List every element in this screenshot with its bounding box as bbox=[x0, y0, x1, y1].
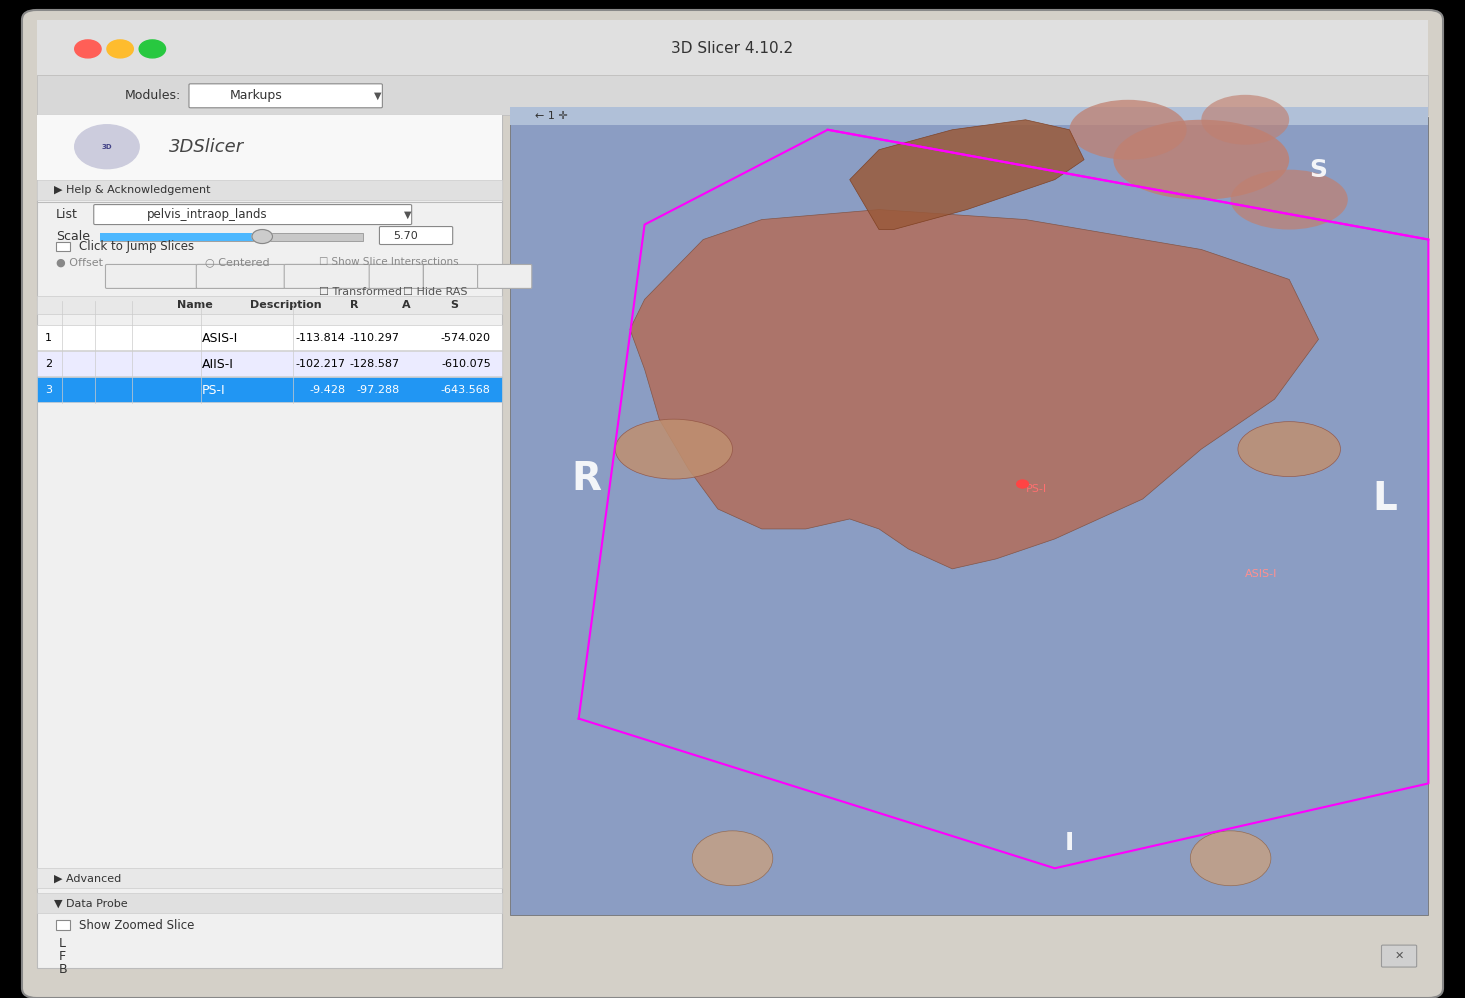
Text: ○ Centered: ○ Centered bbox=[205, 257, 270, 267]
Text: ☐ Transformed: ☐ Transformed bbox=[319, 287, 403, 297]
FancyBboxPatch shape bbox=[105, 264, 262, 288]
Ellipse shape bbox=[1201, 95, 1289, 145]
Text: Scale: Scale bbox=[56, 230, 89, 244]
Text: ASIS-I: ASIS-I bbox=[1245, 569, 1277, 579]
Circle shape bbox=[1017, 480, 1028, 488]
Text: List: List bbox=[56, 208, 78, 222]
Bar bbox=[510, 107, 1428, 125]
Text: PS-I: PS-I bbox=[202, 383, 226, 397]
Text: R: R bbox=[350, 300, 359, 310]
Ellipse shape bbox=[1231, 170, 1348, 230]
Text: ASIS-I: ASIS-I bbox=[202, 331, 239, 345]
Polygon shape bbox=[850, 120, 1084, 230]
FancyBboxPatch shape bbox=[379, 227, 453, 245]
Text: ← 1 ✛: ← 1 ✛ bbox=[535, 111, 567, 121]
Ellipse shape bbox=[691, 830, 774, 886]
Text: ▼: ▼ bbox=[403, 210, 412, 220]
Bar bbox=[37, 115, 502, 968]
FancyBboxPatch shape bbox=[196, 264, 353, 288]
Text: Name: Name bbox=[177, 300, 212, 310]
FancyBboxPatch shape bbox=[22, 10, 1443, 998]
Circle shape bbox=[75, 125, 139, 169]
Text: -574.020: -574.020 bbox=[441, 333, 491, 343]
Text: B: B bbox=[59, 962, 67, 976]
Text: A: A bbox=[401, 300, 410, 310]
Text: ☐ Show Slice Intersections: ☐ Show Slice Intersections bbox=[319, 257, 459, 267]
Text: -102.217: -102.217 bbox=[296, 359, 346, 369]
Bar bbox=[37, 325, 502, 350]
Text: I: I bbox=[1065, 831, 1074, 855]
FancyBboxPatch shape bbox=[478, 264, 532, 288]
Text: S: S bbox=[450, 300, 459, 310]
Text: ☐ Hide RAS: ☐ Hide RAS bbox=[403, 287, 467, 297]
Bar bbox=[37, 296, 502, 314]
Circle shape bbox=[107, 40, 133, 58]
Text: -9.428: -9.428 bbox=[309, 385, 346, 395]
Text: -610.075: -610.075 bbox=[441, 359, 491, 369]
Ellipse shape bbox=[1113, 120, 1289, 200]
Text: ▶ Advanced: ▶ Advanced bbox=[54, 873, 122, 883]
Ellipse shape bbox=[1069, 100, 1187, 160]
Circle shape bbox=[75, 40, 101, 58]
FancyBboxPatch shape bbox=[1381, 945, 1417, 967]
Bar bbox=[37, 180, 502, 200]
Bar bbox=[37, 893, 502, 913]
Text: ▼: ▼ bbox=[374, 91, 382, 101]
Bar bbox=[510, 117, 1428, 915]
Text: pelvis_intraop_lands: pelvis_intraop_lands bbox=[146, 208, 267, 222]
Text: AIIS-I: AIIS-I bbox=[202, 357, 234, 371]
FancyBboxPatch shape bbox=[94, 205, 412, 225]
Text: ▶ Help & Acknowledgement: ▶ Help & Acknowledgement bbox=[54, 185, 211, 195]
Text: F: F bbox=[59, 949, 66, 963]
Text: -128.587: -128.587 bbox=[350, 359, 400, 369]
FancyBboxPatch shape bbox=[189, 84, 382, 108]
Text: ● Offset: ● Offset bbox=[56, 257, 103, 267]
Bar bbox=[37, 75, 1428, 115]
Bar bbox=[37, 377, 502, 402]
Text: L: L bbox=[1373, 480, 1396, 518]
Text: Modules:: Modules: bbox=[125, 89, 180, 103]
FancyBboxPatch shape bbox=[284, 264, 441, 288]
Ellipse shape bbox=[615, 419, 732, 479]
Bar bbox=[100, 233, 363, 241]
Text: 3D Slicer 4.10.2: 3D Slicer 4.10.2 bbox=[671, 41, 794, 57]
Text: 1: 1 bbox=[45, 333, 51, 343]
Bar bbox=[37, 868, 502, 888]
Text: R: R bbox=[571, 460, 601, 498]
Bar bbox=[56, 242, 70, 251]
Text: 5.70: 5.70 bbox=[394, 231, 418, 241]
Text: -113.814: -113.814 bbox=[296, 333, 346, 343]
Text: 3D: 3D bbox=[101, 144, 113, 150]
Bar bbox=[37, 351, 502, 376]
Text: ▼ Data Probe: ▼ Data Probe bbox=[54, 898, 127, 908]
Bar bbox=[37, 115, 502, 180]
Bar bbox=[100, 233, 261, 241]
Circle shape bbox=[139, 40, 166, 58]
Bar bbox=[56, 920, 70, 930]
Polygon shape bbox=[630, 210, 1318, 569]
FancyBboxPatch shape bbox=[369, 264, 423, 288]
FancyBboxPatch shape bbox=[423, 264, 478, 288]
Text: Click to Jump Slices: Click to Jump Slices bbox=[79, 240, 195, 253]
Text: ✕: ✕ bbox=[1395, 951, 1403, 961]
Text: 2: 2 bbox=[45, 359, 51, 369]
Text: Show Zoomed Slice: Show Zoomed Slice bbox=[79, 918, 195, 932]
Text: PS-I: PS-I bbox=[1026, 484, 1046, 494]
Text: -97.288: -97.288 bbox=[356, 385, 400, 395]
Text: L: L bbox=[59, 936, 66, 950]
Ellipse shape bbox=[1238, 421, 1340, 477]
Text: Markups: Markups bbox=[230, 89, 283, 103]
Text: Description: Description bbox=[251, 300, 321, 310]
Text: 3DSlicer: 3DSlicer bbox=[168, 138, 243, 156]
Text: -110.297: -110.297 bbox=[350, 333, 400, 343]
Circle shape bbox=[252, 230, 272, 244]
Text: -643.568: -643.568 bbox=[441, 385, 491, 395]
Text: S: S bbox=[1310, 158, 1327, 182]
Bar bbox=[37, 20, 1428, 75]
Ellipse shape bbox=[1190, 830, 1270, 886]
Text: 3: 3 bbox=[45, 385, 51, 395]
